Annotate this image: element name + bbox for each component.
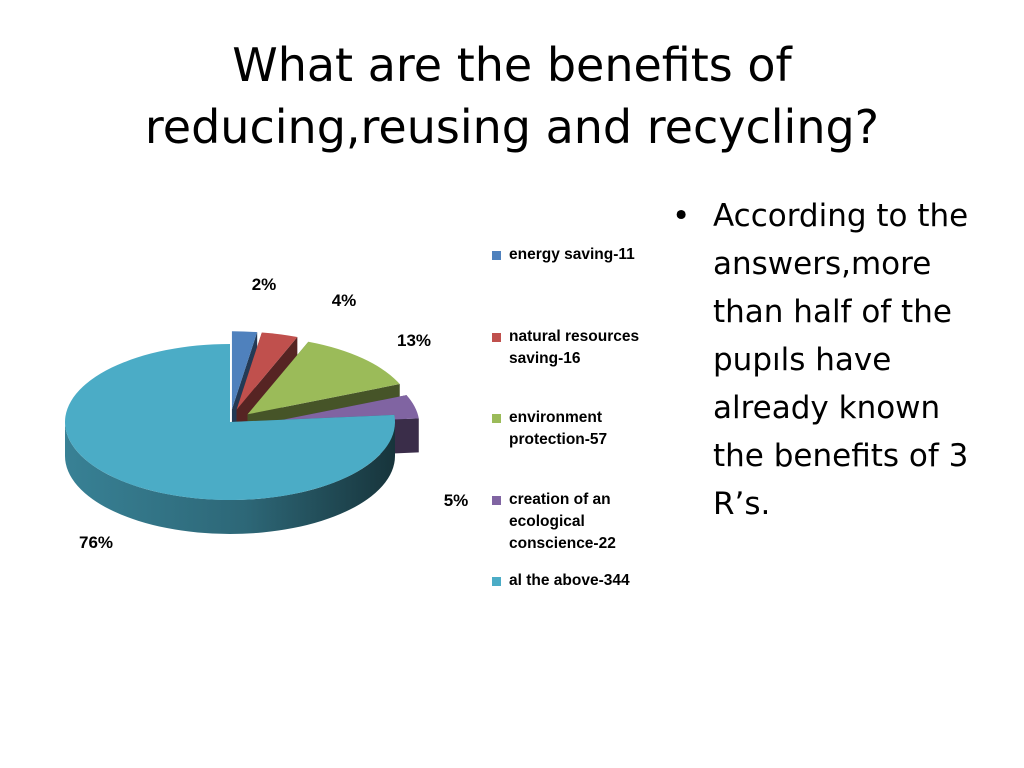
pie-percent-label: 13% [397, 331, 431, 350]
legend-label: natural resources saving-16 [509, 328, 640, 367]
pie-slice-top [231, 331, 258, 410]
pie-percent-label: 76% [79, 533, 113, 552]
legend-swatch [492, 496, 501, 505]
pie-slice-5 [64, 344, 395, 534]
legend-swatch [492, 577, 501, 586]
legend-item: al the above-344 [492, 570, 672, 592]
pie-slice-top [247, 341, 400, 415]
slide-title-line-1: What are the benefits of [232, 38, 792, 92]
pie-chart: 2% 4% 13% 5% 76% [64, 275, 469, 552]
legend-item: natural resources saving-16 [492, 326, 672, 370]
legend-label: environment protection-57 [509, 409, 608, 448]
pie-percent-label: 2% [252, 275, 277, 294]
pie-slice-top [236, 332, 298, 410]
legend-swatch [492, 251, 501, 260]
legend-item: creation of an ecological conscience-22 [492, 489, 672, 555]
legend-swatch [492, 414, 501, 423]
legend-item: environment protection-57 [492, 407, 672, 451]
pie-slice-top [64, 344, 395, 500]
pie-slice-side [65, 422, 395, 534]
legend-label: creation of an ecological conscience-22 [509, 491, 616, 552]
slide-title: What are the benefits of reducing,reusin… [0, 34, 1024, 158]
slide-title-line-2: reducing,reusing and recycling? [144, 100, 880, 154]
legend-label: al the above-344 [509, 572, 630, 589]
bullet-icon: • [672, 198, 691, 234]
pie-percent-label: 5% [444, 491, 469, 510]
pie-percent-label: 4% [332, 291, 357, 310]
legend-swatch [492, 333, 501, 342]
legend-item: energy saving-11 [492, 244, 672, 266]
legend-label: energy saving-11 [509, 246, 635, 263]
bullet-text: According to the answers,more than half … [713, 198, 969, 522]
